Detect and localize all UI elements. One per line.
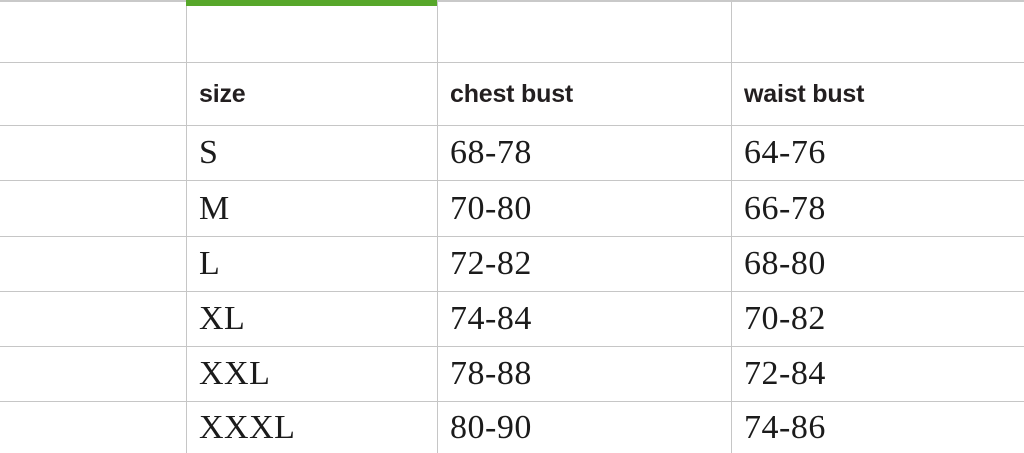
cell-c1[interactable]	[438, 2, 731, 62]
cell-chest-l[interactable]: 72-82	[450, 245, 532, 282]
cell-size-xxxl[interactable]: XXXL	[199, 408, 296, 446]
gridline-horizontal	[0, 346, 1024, 347]
cell-waist-xxl[interactable]: 72-84	[744, 355, 826, 392]
gridline-horizontal	[0, 62, 1024, 63]
cell-waist-l[interactable]: 68-80	[744, 245, 826, 282]
cell-b1[interactable]	[187, 2, 437, 62]
table-header-waist-bust[interactable]: waist bust	[744, 79, 865, 108]
cell-chest-xxl[interactable]: 78-88	[450, 355, 532, 392]
cell-waist-xl[interactable]: 70-82	[744, 300, 826, 337]
cell-chest-xxxl[interactable]: 80-90	[450, 408, 532, 446]
gridline-vertical	[186, 2, 187, 453]
cell-waist-s[interactable]: 64-76	[744, 134, 826, 171]
cell-chest-s[interactable]: 68-78	[450, 134, 532, 171]
cell-d1[interactable]	[732, 2, 1024, 62]
gridline-horizontal	[0, 401, 1024, 402]
table-row[interactable]	[0, 402, 186, 453]
table-row[interactable]	[0, 181, 186, 236]
gridline-vertical	[731, 2, 732, 453]
table-row[interactable]	[0, 347, 186, 401]
cell-size-xl[interactable]: XL	[199, 300, 246, 337]
gridline-horizontal	[0, 0, 1024, 2]
cell-chest-m[interactable]: 70-80	[450, 189, 532, 227]
cell-size-s[interactable]: S	[199, 134, 219, 171]
cell-chest-xl[interactable]: 74-84	[450, 300, 532, 337]
cell-size-m[interactable]: M	[199, 189, 230, 227]
gridline-horizontal	[0, 125, 1024, 126]
cell-size-l[interactable]: L	[199, 245, 221, 282]
gridline-horizontal	[0, 291, 1024, 292]
table-header-size[interactable]: size	[199, 79, 246, 108]
gridline-vertical	[437, 2, 438, 453]
gridline-horizontal	[0, 236, 1024, 237]
cell-waist-m[interactable]: 66-78	[744, 189, 826, 227]
table-row[interactable]	[0, 292, 186, 346]
cell-a1[interactable]	[0, 2, 186, 62]
table-header-chest-bust[interactable]: chest bust	[450, 79, 574, 108]
cell-size-xxl[interactable]: XXL	[199, 355, 271, 392]
gridline-horizontal	[0, 180, 1024, 181]
green-accent-bar	[186, 0, 437, 6]
table-row[interactable]	[0, 237, 186, 291]
table-row[interactable]	[0, 126, 186, 180]
cell-waist-xxxl[interactable]: 74-86	[744, 408, 826, 446]
table-header-blank[interactable]	[0, 63, 186, 125]
